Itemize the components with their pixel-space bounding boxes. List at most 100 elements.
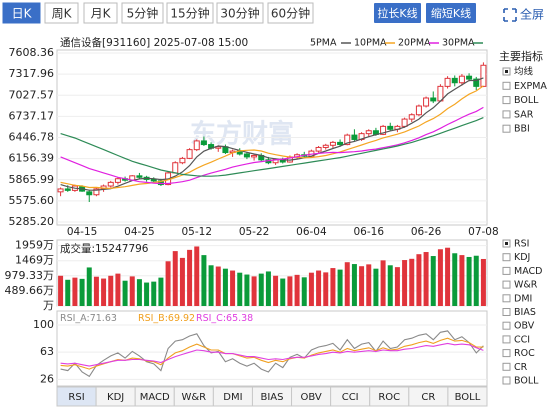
indicator-option[interactable]: OBV [502,321,535,332]
volume-bar [72,277,78,306]
volume-bar [316,270,322,306]
y-tick-label: 1959万 [15,239,54,252]
indicator-tab[interactable]: DMI [212,386,253,407]
checkbox [502,321,511,330]
indicator-option[interactable]: DMI [502,293,532,304]
tab-label: 60分钟 [271,6,310,21]
volume-bar [115,273,121,306]
rsi-legend: RSI_A:71.63 [60,313,117,324]
period-tab[interactable]: 15分钟 [166,2,214,24]
option-label: MACD [514,266,542,277]
ma-line [60,85,484,190]
candle-body [451,77,458,84]
tab-label: 5分钟 [127,6,159,21]
rsi-value: 71.63 [90,313,117,324]
y-tick-label: 1469万 [15,254,54,267]
fullscreen-icon[interactable] [503,8,517,22]
x-tick-label: 07-08 [468,226,499,238]
volume-bar [359,266,365,306]
candle-body [344,134,351,146]
indicator-option[interactable]: BBI [502,124,530,135]
checkbox [502,349,511,358]
indicator-option[interactable]: CR [502,362,528,373]
candle-body [365,130,372,135]
rsi-name: RSI_A: [60,313,90,324]
period-tab[interactable]: 60分钟 [267,2,314,24]
tab-label: KDJ [107,392,124,403]
volume-value: 15247796 [95,243,149,255]
period-tab[interactable]: 30分钟 [216,2,264,24]
rsi-name: RSI_B: [138,313,168,324]
indicator-option[interactable]: BIAS [502,307,536,318]
indicator-tab[interactable]: BOLL [447,386,488,407]
indicator-option[interactable]: KDJ [502,252,530,263]
candle-body [337,141,344,146]
indicator-option[interactable]: BOLL [502,376,539,387]
candle-body [107,181,114,187]
candle-body [408,114,415,120]
indicator-tab[interactable]: OBV [291,386,332,407]
candle-body [200,140,207,146]
indicator-tab[interactable]: ROC [369,386,410,407]
indicator-option[interactable]: 均线 [502,66,534,78]
volume-bar [151,281,157,306]
checkbox [502,308,511,316]
volume-bar [373,268,379,306]
candle-body [329,141,336,146]
candle-body [93,188,100,196]
indicator-option[interactable]: MACD [502,266,542,277]
volume-bar [294,274,300,306]
x-tick-label: 04-15 [67,226,98,238]
tab-box [121,2,164,24]
volume-bar [344,262,350,306]
candle-body [86,191,93,196]
indicator-option[interactable]: CCI [502,334,530,345]
volume-bar [208,265,214,306]
candle-body [243,153,250,158]
indicator-tab[interactable]: KDJ [95,386,136,407]
indicator-tab[interactable]: CR [408,386,449,407]
ma-line [60,117,484,177]
x-tick-label: 06-04 [296,226,327,238]
indicator-option[interactable]: RSI [502,239,529,250]
period-tab[interactable]: 月K [83,2,118,24]
option-label: RSI [514,239,529,250]
tab-box [267,2,314,24]
zoom-button[interactable]: 拉长K线 [374,3,421,23]
period-tab[interactable]: 日K [2,2,41,24]
y-tick-label: 979.33万 [5,269,55,282]
period-tab[interactable]: 周K [44,2,79,24]
volume-bar [287,276,293,306]
indicator-tab[interactable]: BIAS [251,386,293,407]
volume-bar [473,255,479,306]
checkbox [502,280,511,289]
indicator-tab[interactable]: W&R [173,386,214,407]
tab-box [216,2,264,24]
volume-title: 成交量: [60,242,95,255]
volume-bar [230,270,236,306]
indicator-tab[interactable]: MACD [134,386,175,407]
checkbox [502,376,511,385]
indicator-tab[interactable]: CCI [330,386,371,407]
zoom-button[interactable]: 缩短K线 [426,3,476,23]
volume-bar [337,269,343,306]
indicator-option[interactable]: W&R [502,280,538,291]
indicator-option[interactable]: SAR [502,109,534,120]
indicator-option[interactable]: ROC [502,348,535,359]
y-tick-label: 万 [43,299,54,312]
volume-bar [308,272,314,306]
tab-box [166,2,214,24]
volume-bar [445,247,451,306]
fullscreen-label[interactable]: 全屏 [520,7,544,22]
period-tab[interactable]: 5分钟 [121,2,164,24]
indicator-option[interactable]: EXPMA [502,81,547,92]
option-label: DMI [514,293,532,304]
ma-line [60,77,484,191]
indicator-option[interactable]: BOLL [502,95,539,106]
rsi-line [60,342,484,367]
tab-label: 周K [52,7,73,21]
volume-bar [122,280,128,306]
volume-bar [129,276,135,306]
indicator-tab[interactable]: RSI [56,386,97,407]
